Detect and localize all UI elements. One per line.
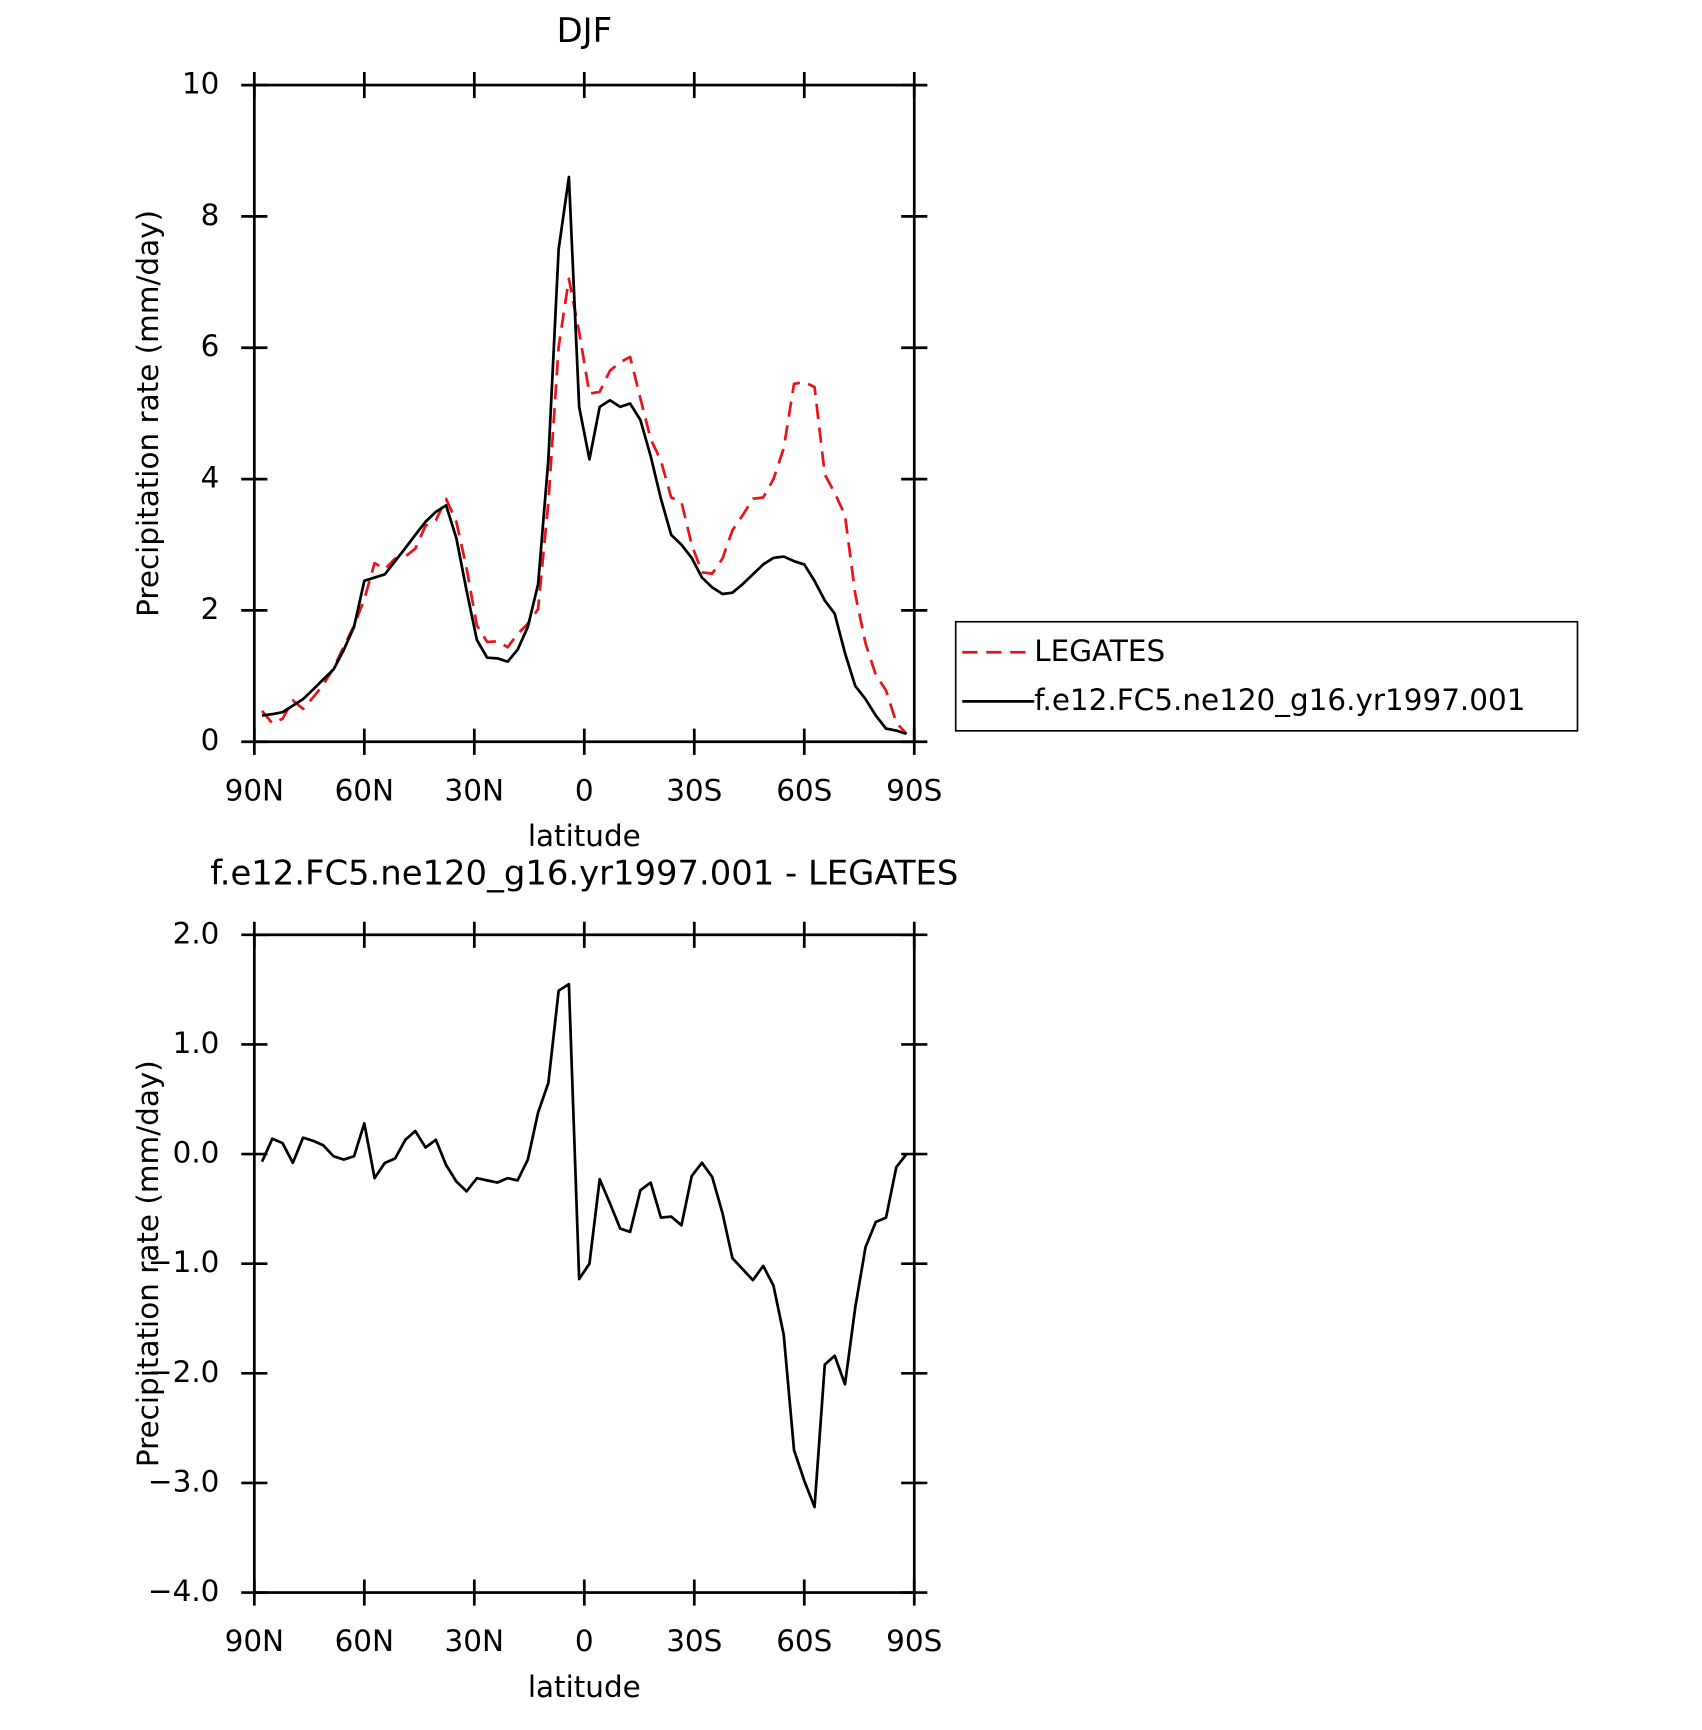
legend-label: LEGATES: [1034, 634, 1165, 668]
x-tick-label: 90N: [225, 1624, 284, 1658]
y-tick-label: 0.0: [173, 1136, 220, 1170]
x-tick-label: 60N: [335, 1624, 394, 1658]
x-tick-label: 30N: [445, 1624, 504, 1658]
legend-box: [954, 620, 1579, 732]
data-line: [260, 277, 908, 735]
x-tick-label: 30S: [666, 773, 722, 807]
x-tick-label: 0: [575, 773, 594, 807]
y-tick-label: 4: [201, 461, 220, 495]
x-tick-label: 60N: [335, 773, 394, 807]
x-tick-label: 60S: [776, 1624, 832, 1658]
y-tick-label: 2: [201, 592, 220, 626]
y-axis-label: Precipitation rate (mm/day): [131, 1060, 165, 1467]
legend: LEGATES f.e12.FC5.ne120_g16.yr1997.001: [954, 620, 1579, 732]
chart-title: f.e12.FC5.ne120_g16.yr1997.001 - LEGATES: [210, 853, 958, 892]
y-tick-label: 6: [201, 329, 220, 363]
x-tick-label: 90N: [225, 773, 284, 807]
y-tick-label: 0: [201, 723, 220, 757]
y-tick-label: −1.0: [148, 1245, 219, 1279]
x-tick-label: 90S: [886, 773, 942, 807]
x-tick-label: 60S: [776, 773, 832, 807]
x-axis-label: latitude: [528, 819, 641, 853]
x-tick-label: 30N: [445, 773, 504, 807]
data-line: [260, 982, 908, 1509]
y-axis-label: Precipitation rate (mm/day): [131, 210, 165, 617]
y-tick-label: −2.0: [148, 1355, 219, 1389]
y-tick-label: −4.0: [148, 1574, 219, 1608]
data-line: [261, 175, 907, 736]
y-tick-label: 10: [182, 67, 219, 101]
y-tick-label: 8: [201, 198, 220, 232]
chart-title: DJF: [557, 11, 612, 50]
y-tick-label: 1.0: [173, 1026, 220, 1060]
y-tick-label: −3.0: [148, 1464, 219, 1498]
y-tick-label: 2.0: [173, 916, 220, 950]
legend-label: f.e12.FC5.ne120_g16.yr1997.001: [1034, 683, 1525, 717]
x-axis-label: latitude: [528, 1670, 641, 1704]
x-tick-label: 90S: [886, 1624, 942, 1658]
x-tick-label: 30S: [666, 1624, 722, 1658]
plot-frame: [252, 83, 916, 744]
x-tick-label: 0: [575, 1624, 594, 1658]
